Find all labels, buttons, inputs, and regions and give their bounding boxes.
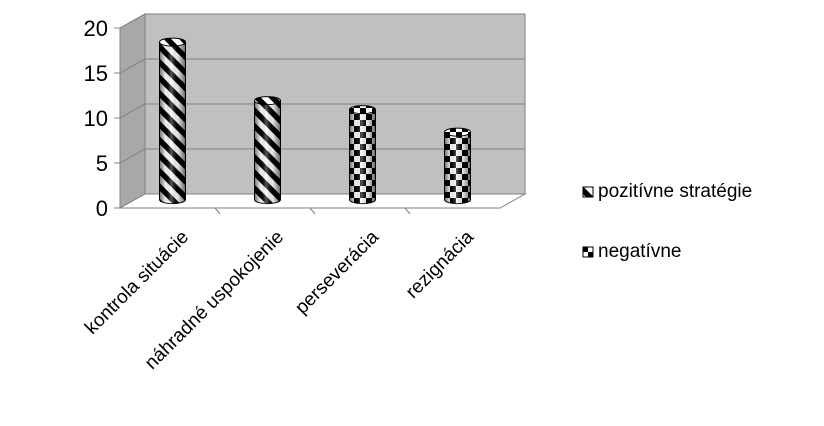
bar-top <box>159 37 186 47</box>
bar-shading <box>349 109 376 204</box>
legend-swatch <box>582 186 594 198</box>
bar-shading <box>159 42 186 204</box>
legend-label: pozitívne stratégie <box>598 181 752 202</box>
bar <box>444 127 471 205</box>
bar-top <box>254 96 281 106</box>
x-category-label: perseverácia <box>291 226 383 318</box>
x-tick <box>309 207 316 215</box>
gridline <box>119 103 525 119</box>
x-category-label: rezignácia <box>402 226 478 302</box>
bar <box>349 105 376 205</box>
bar-shading <box>444 132 471 204</box>
bar <box>254 96 281 205</box>
floor <box>118 193 527 209</box>
legend-swatch <box>582 246 594 258</box>
legend-item: negatívne <box>582 241 681 262</box>
bar-top <box>349 105 376 115</box>
legend-item: pozitívne stratégie <box>582 181 752 202</box>
bar-top <box>444 127 471 137</box>
bar-shading <box>254 100 281 204</box>
y-tick-label: 5 <box>96 151 108 176</box>
y-tick-label: 15 <box>84 61 108 86</box>
gridline <box>119 58 525 74</box>
y-tick-label: 0 <box>96 196 108 221</box>
legend-label: negatívne <box>598 241 681 262</box>
gridline <box>119 148 525 164</box>
gridline <box>119 13 525 29</box>
y-tick-label: 20 <box>84 16 108 41</box>
x-tick <box>214 207 221 215</box>
y-tick-label: 10 <box>84 106 108 131</box>
bar <box>159 37 186 205</box>
x-category-label: kontrola situácie <box>81 227 193 339</box>
x-tick <box>404 207 411 215</box>
